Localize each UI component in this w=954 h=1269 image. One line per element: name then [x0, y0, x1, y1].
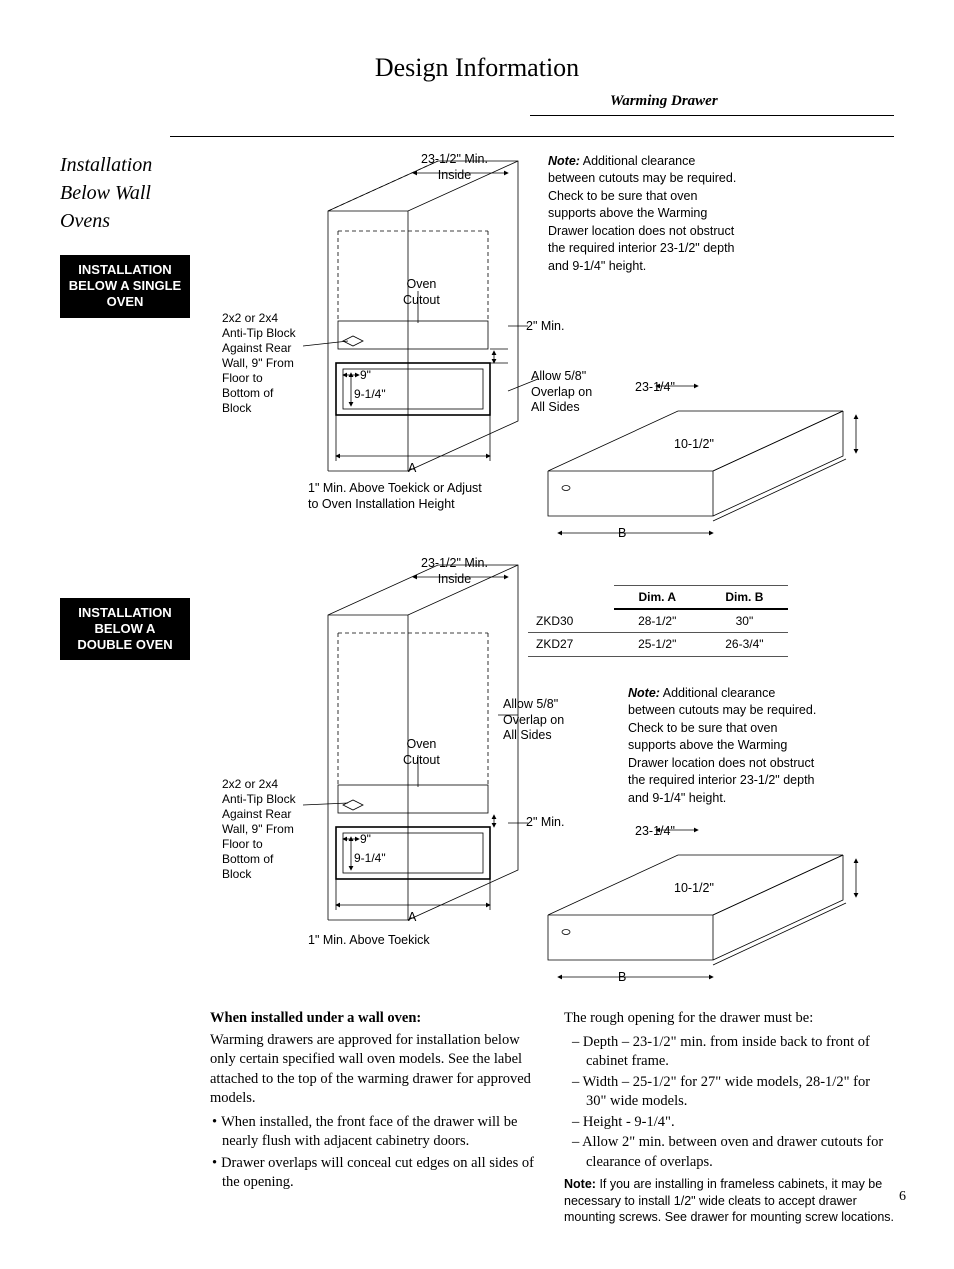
body-text: When installed under a wall oven: Warmin…: [210, 1009, 894, 1229]
diagram-single-oven: 23-1/2" Min.Inside Oven Cutout 2x2 or 2x…: [208, 151, 888, 551]
callout-inside-min: 23-1/2" Min.Inside: [421, 152, 488, 183]
page-number: 6: [899, 1188, 906, 1207]
list-item: Drawer overlaps will conceal cut edges o…: [210, 1154, 540, 1193]
badge-double-oven: INSTALLATION BELOW A DOUBLE OVEN: [60, 598, 190, 661]
divider-rule: [170, 136, 894, 137]
callout-toekick2: 1" Min. Above Toekick: [308, 933, 430, 949]
callout-two-min-2: 2" Min.: [526, 815, 564, 831]
main-row: Installation Below Wall Ovens INSTALLATI…: [60, 151, 894, 985]
callout-antitip: 2x2 or 2x4 Anti-Tip Block Against Rear W…: [222, 311, 296, 416]
body-heading: When installed under a wall oven:: [210, 1009, 540, 1029]
callout-toekick1: 1" Min. Above Toekick or Adjust to Oven …: [308, 481, 482, 512]
list-item: When installed, the front face of the dr…: [210, 1113, 540, 1152]
callout-23-14: 23-1/4": [635, 380, 675, 396]
section-title: Installation Below Wall Ovens: [60, 151, 190, 235]
callout-nine-2: 9": [360, 832, 371, 847]
subtitle-rule: Warming Drawer: [530, 91, 894, 116]
callout-10-12: 10-1/2": [674, 437, 714, 453]
callout-nine: 9": [360, 368, 371, 383]
callout-overlap: Allow 5/8" Overlap on All Sides: [531, 369, 592, 416]
side-column: Installation Below Wall Ovens INSTALLATI…: [60, 151, 190, 671]
callout-oven-cutout: Oven Cutout: [403, 277, 440, 308]
callout-overlap-2: Allow 5/8" Overlap on All Sides: [503, 697, 564, 744]
diagram-double-oven: 23-1/2" Min.Inside Oven Cutout 2x2 or 2x…: [208, 555, 888, 985]
table-header: Dim. A Dim. B: [528, 585, 788, 609]
note-block-2: Note: Additional clearance between cutou…: [628, 685, 823, 808]
body-para-2: The rough opening for the drawer must be…: [564, 1009, 894, 1029]
body-dashes: Depth – 23-1/2" min. from inside back to…: [564, 1033, 894, 1173]
footnote: Note: If you are installing in frameless…: [564, 1176, 894, 1225]
body-col-1: When installed under a wall oven: Warmin…: [210, 1009, 540, 1229]
callout-nine-quarter-2: 9-1/4": [354, 851, 386, 866]
body-bullets: When installed, the front face of the dr…: [210, 1113, 540, 1193]
list-item: Height - 9-1/4".: [572, 1113, 894, 1133]
callout-inside-min-2: 23-1/2" Min.Inside: [421, 556, 488, 587]
callout-oven-cutout-2: Oven Cutout: [403, 737, 440, 768]
list-item: Allow 2" min. between oven and drawer cu…: [572, 1133, 894, 1172]
callout-10-12-2: 10-1/2": [674, 881, 714, 897]
list-item: Depth – 23-1/2" min. from inside back to…: [572, 1033, 894, 1072]
callout-a-2: A: [408, 910, 416, 926]
body-para: Warming drawers are approved for install…: [210, 1031, 540, 1109]
body-col-2: The rough opening for the drawer must be…: [564, 1009, 894, 1229]
callout-b-2: B: [618, 970, 626, 986]
callout-a: A: [408, 461, 416, 477]
callout-23-14-2: 23-1/4": [635, 824, 675, 840]
note-block-1: Note: Additional clearance between cutou…: [548, 153, 743, 276]
dim-table: Dim. A Dim. B ZKD30 28-1/2" 30" ZKD27 25…: [528, 585, 788, 657]
subtitle: Warming Drawer: [530, 93, 718, 109]
table-row: ZKD30 28-1/2" 30": [528, 609, 788, 633]
callout-nine-quarter: 9-1/4": [354, 387, 386, 402]
callout-b: B: [618, 526, 626, 542]
badge-single-oven: INSTALLATION BELOW A SINGLE OVEN: [60, 255, 190, 318]
diagram-column: 23-1/2" Min.Inside Oven Cutout 2x2 or 2x…: [208, 151, 894, 985]
callout-antitip-2: 2x2 or 2x4 Anti-Tip Block Against Rear W…: [222, 777, 296, 882]
table-row: ZKD27 25-1/2" 26-3/4": [528, 633, 788, 656]
callout-two-min: 2" Min.: [526, 319, 564, 335]
page-title: Design Information: [60, 50, 894, 85]
list-item: Width – 25-1/2" for 27" wide models, 28-…: [572, 1073, 894, 1112]
page-header: Design Information: [60, 50, 894, 85]
